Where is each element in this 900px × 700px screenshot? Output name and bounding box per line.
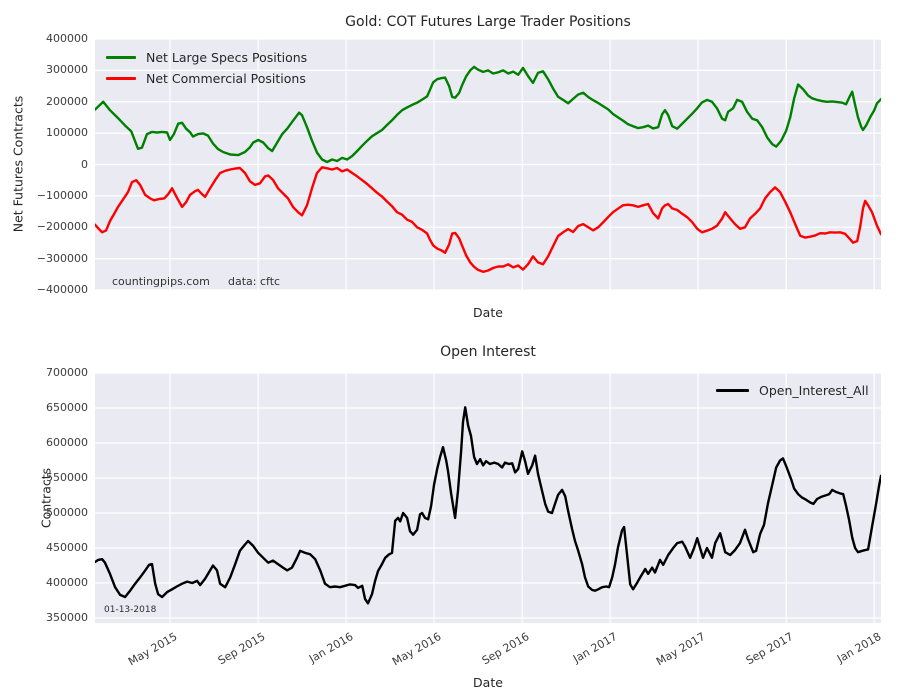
- y-tick-label: 650000: [46, 401, 88, 414]
- x-tick-label: May 2015: [126, 630, 180, 669]
- y-tick-label: 100000: [46, 126, 88, 140]
- y-tick-label: 200000: [46, 94, 88, 108]
- y-tick-label: 700000: [46, 366, 88, 379]
- x-tick-label: Sep 2017: [743, 630, 796, 668]
- top-chart-x-axis-label: Date: [473, 305, 503, 320]
- legend-label-large-specs: Net Large Specs Positions: [146, 50, 308, 65]
- open-interest-line-swatch: [716, 389, 749, 392]
- y-tick-label: −200000: [36, 220, 88, 234]
- data-source-note: data: cftc: [228, 275, 281, 288]
- y-tick-label: 350000: [46, 611, 88, 625]
- watermark-countingpips: countingpips.com: [112, 275, 210, 288]
- legend-item-commercials: Net Commercial Positions: [106, 68, 307, 89]
- bottom-chart-x-axis-label: Date: [473, 675, 503, 690]
- y-tick-label: 400000: [46, 576, 88, 590]
- top-chart-y-axis-label: Net Futures Contracts: [10, 95, 26, 233]
- bottom-chart-title: Open Interest: [440, 344, 536, 360]
- x-tick-label: May 2016: [390, 630, 444, 669]
- x-tick-label: Sep 2016: [479, 630, 532, 668]
- last-date-annotation: 01-13-2018: [104, 605, 157, 615]
- y-tick-label: 600000: [46, 436, 88, 449]
- legend-item-open-interest: Open_Interest_All: [716, 380, 869, 401]
- y-tick-label: −300000: [36, 251, 88, 265]
- x-tick-label: Jan 2018: [835, 630, 884, 666]
- x-tick-label: May 2017: [654, 630, 708, 669]
- legend-item-large-specs: Net Large Specs Positions: [106, 47, 307, 68]
- y-tick-label: 500000: [46, 506, 88, 520]
- cot-positions-plot-area: [95, 39, 881, 290]
- commercials-line-swatch: [106, 77, 136, 80]
- top-chart-title: Gold: COT Futures Large Trader Positions: [345, 14, 631, 30]
- y-tick-label: 450000: [46, 541, 88, 555]
- y-tick-label: 550000: [46, 471, 88, 484]
- y-tick-label: −400000: [36, 283, 88, 296]
- bottom-chart-legend: Open_Interest_All: [716, 380, 869, 401]
- y-tick-label: 400000: [46, 32, 88, 45]
- y-tick-label: −100000: [36, 188, 88, 202]
- open-interest-plot-area: [95, 373, 881, 623]
- legend-label-open-interest: Open_Interest_All: [759, 383, 869, 398]
- legend-label-commercials: Net Commercial Positions: [146, 71, 306, 86]
- x-tick-label: Sep 2015: [215, 630, 268, 668]
- y-tick-label: 300000: [46, 63, 88, 77]
- y-tick-label: 0: [81, 157, 88, 171]
- large-specs-line-swatch: [106, 56, 136, 59]
- top-chart-legend: Net Large Specs Positions Net Commercial…: [106, 47, 307, 89]
- x-tick-label: Jan 2017: [571, 630, 620, 666]
- x-tick-label: Jan 2016: [307, 630, 356, 666]
